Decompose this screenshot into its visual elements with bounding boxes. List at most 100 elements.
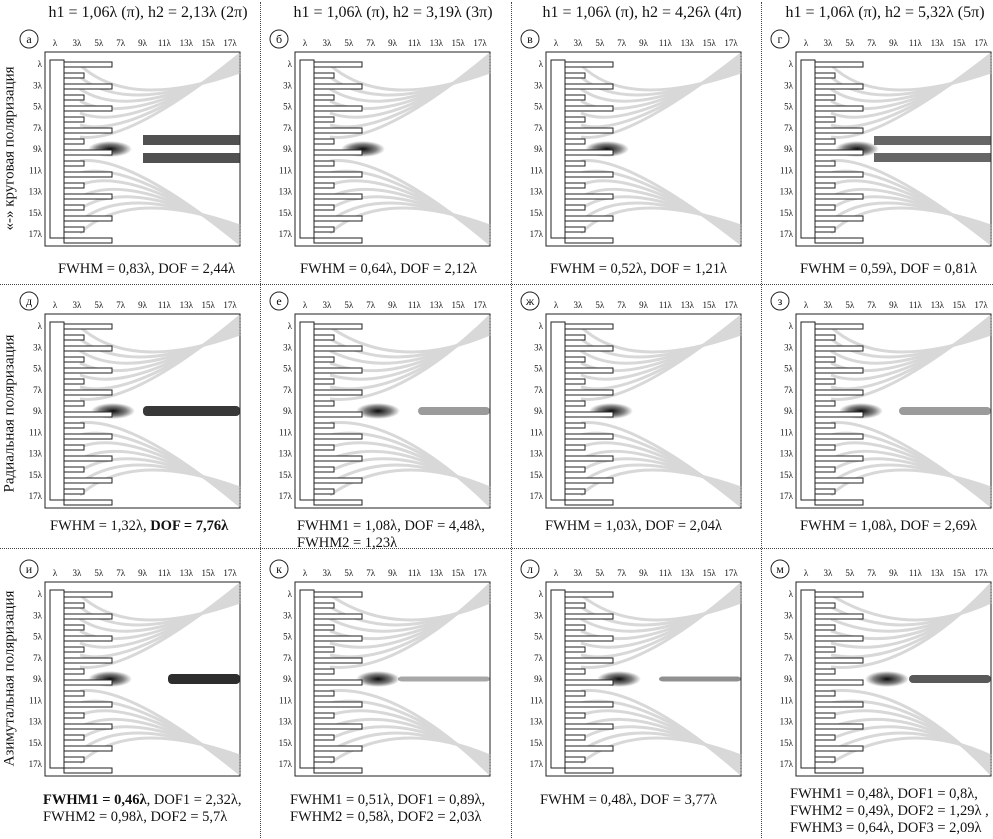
y-tick-label: 17λ bbox=[279, 229, 293, 239]
y-tick-label: 11λ bbox=[530, 695, 544, 705]
y-tick-label: 9λ bbox=[784, 674, 794, 684]
panel-a: λ 3λ 5λ 7λ 9λ 11λ 13λ 15λ 17λ λ 3λ 5λ 7λ 9λ 11λ 13λ 15λ 1… bbox=[18, 28, 258, 250]
y-tick-label: 3λ bbox=[534, 80, 544, 90]
x-tick-label: 15λ bbox=[201, 300, 215, 310]
x-tick-label: 3λ bbox=[573, 568, 583, 578]
caption-d: FWHM = 1,32λ, DOF = 7,76λ bbox=[50, 518, 229, 534]
panel-d: λ 3λ 5λ 7λ 9λ 11λ 13λ 15λ 17λ λ 3λ 5λ 7λ 9λ 11λ 13λ 15λ 1… bbox=[18, 290, 258, 512]
panel-letter: г bbox=[778, 32, 783, 46]
y-tick-label: λ bbox=[38, 589, 43, 599]
column-header-3: h1 = 1,06λ (π), h2 = 4,26λ (4π) bbox=[542, 4, 742, 21]
y-tick-label: 5λ bbox=[33, 102, 43, 112]
y-tick-label: 7λ bbox=[784, 653, 794, 663]
x-tick-label: λ bbox=[804, 568, 809, 578]
y-tick-label: 13λ bbox=[530, 717, 544, 727]
y-tick-label: 9λ bbox=[534, 406, 544, 416]
x-tick-label: λ bbox=[554, 568, 559, 578]
x-tick-label: 3λ bbox=[823, 38, 833, 48]
y-tick-label: 11λ bbox=[530, 427, 544, 437]
x-tick-label: 3λ bbox=[573, 300, 583, 310]
x-tick-label: 5λ bbox=[845, 300, 855, 310]
caption-g: FWHM = 0,59λ, DOF = 0,81λ bbox=[800, 261, 978, 277]
y-tick-label: 15λ bbox=[780, 470, 794, 480]
panel-letter: ж bbox=[525, 294, 535, 308]
y-tick-label: 17λ bbox=[530, 229, 544, 239]
x-tick-label: 13λ bbox=[931, 38, 945, 48]
x-tick-label: 5λ bbox=[595, 38, 605, 48]
x-tick-label: 7λ bbox=[867, 568, 877, 578]
y-tick-label: 5λ bbox=[534, 364, 544, 374]
x-tick-label: 11λ bbox=[408, 568, 422, 578]
x-tick-label: 15λ bbox=[702, 568, 716, 578]
y-tick-label: 15λ bbox=[530, 208, 544, 218]
x-tick-label: 3λ bbox=[322, 568, 332, 578]
y-tick-label: 3λ bbox=[283, 610, 293, 620]
x-tick-label: 13λ bbox=[180, 38, 194, 48]
y-tick-label: 7λ bbox=[784, 385, 794, 395]
x-tick-label: 9λ bbox=[138, 38, 148, 48]
y-tick-label: 17λ bbox=[530, 759, 544, 769]
x-tick-label: 3λ bbox=[823, 568, 833, 578]
y-tick-label: 11λ bbox=[29, 695, 43, 705]
y-tick-label: λ bbox=[288, 589, 293, 599]
y-tick-label: 5λ bbox=[784, 102, 794, 112]
x-tick-label: 3λ bbox=[72, 568, 82, 578]
y-tick-label: 13λ bbox=[530, 449, 544, 459]
y-tick-label: 13λ bbox=[279, 187, 293, 197]
y-tick-label: 9λ bbox=[33, 144, 43, 154]
y-tick-label: 7λ bbox=[283, 385, 293, 395]
y-tick-label: 11λ bbox=[279, 165, 293, 175]
row-label-circular: «-» круговая поляризация bbox=[1, 66, 18, 231]
y-tick-label: 13λ bbox=[780, 717, 794, 727]
x-tick-label: 9λ bbox=[639, 300, 649, 310]
x-tick-label: 17λ bbox=[974, 300, 988, 310]
y-tick-label: 3λ bbox=[534, 342, 544, 352]
x-tick-label: 5λ bbox=[94, 38, 104, 48]
y-tick-label: 13λ bbox=[279, 717, 293, 727]
y-tick-label: 7λ bbox=[283, 653, 293, 663]
panel-letter: д bbox=[26, 294, 32, 308]
y-tick-label: 7λ bbox=[534, 385, 544, 395]
y-tick-label: 11λ bbox=[29, 427, 43, 437]
y-tick-label: 3λ bbox=[33, 80, 43, 90]
x-tick-label: 5λ bbox=[344, 38, 354, 48]
y-tick-label: λ bbox=[288, 321, 293, 331]
caption-e: FWHM1 = 1,08λ, DOF = 4,48λ, FWHM2 = 1,23λ bbox=[297, 518, 485, 551]
y-tick-label: 11λ bbox=[530, 165, 544, 175]
y-tick-label: 15λ bbox=[29, 738, 43, 748]
x-tick-label: 9λ bbox=[388, 38, 398, 48]
x-tick-label: 15λ bbox=[451, 568, 465, 578]
x-tick-label: 11λ bbox=[659, 38, 673, 48]
y-tick-label: 7λ bbox=[784, 123, 794, 133]
x-tick-label: 9λ bbox=[639, 38, 649, 48]
x-tick-label: 17λ bbox=[724, 568, 738, 578]
y-tick-label: 17λ bbox=[279, 759, 293, 769]
x-tick-label: 17λ bbox=[724, 300, 738, 310]
x-tick-label: 13λ bbox=[681, 300, 695, 310]
x-tick-label: 9λ bbox=[889, 300, 899, 310]
panel-letter: в bbox=[527, 32, 533, 46]
vertical-separator bbox=[761, 2, 762, 838]
x-tick-label: 9λ bbox=[889, 568, 899, 578]
x-tick-label: 7λ bbox=[366, 568, 376, 578]
y-tick-label: 17λ bbox=[780, 229, 794, 239]
panel-letter: б bbox=[276, 32, 282, 46]
x-tick-label: 7λ bbox=[116, 300, 126, 310]
y-tick-label: 5λ bbox=[784, 632, 794, 642]
panel-letter: к bbox=[276, 562, 282, 576]
x-tick-label: 9λ bbox=[639, 568, 649, 578]
x-tick-label: 5λ bbox=[344, 568, 354, 578]
y-tick-label: 3λ bbox=[534, 610, 544, 620]
x-tick-label: 9λ bbox=[138, 568, 148, 578]
y-tick-label: 15λ bbox=[530, 738, 544, 748]
x-tick-label: 13λ bbox=[931, 568, 945, 578]
x-tick-label: 7λ bbox=[366, 38, 376, 48]
y-tick-label: 7λ bbox=[33, 653, 43, 663]
caption-zh: FWHM = 1,03λ, DOF = 2,04λ bbox=[545, 518, 723, 534]
x-tick-label: 17λ bbox=[473, 300, 487, 310]
y-tick-label: 15λ bbox=[279, 208, 293, 218]
y-tick-label: 11λ bbox=[279, 695, 293, 705]
x-tick-label: λ bbox=[554, 38, 559, 48]
panel-letter: а bbox=[26, 32, 32, 46]
y-tick-label: 5λ bbox=[283, 364, 293, 374]
